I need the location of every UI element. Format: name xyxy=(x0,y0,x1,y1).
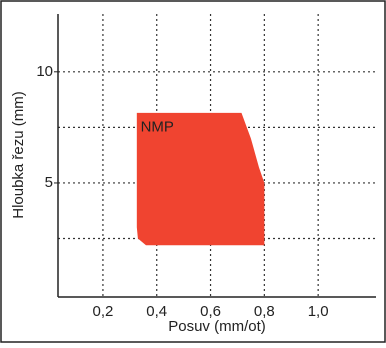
y-tick-label: 5 xyxy=(45,174,53,191)
y-axis-label: Hloubka řezu (mm) xyxy=(10,91,27,219)
x-tick-label: 0,8 xyxy=(254,303,275,320)
y-tick-label: 10 xyxy=(36,63,53,80)
region xyxy=(136,112,265,246)
x-tick-label: 0,2 xyxy=(92,303,113,320)
x-axis-label: Posuv (mm/ot) xyxy=(168,318,266,335)
region-label: NMP xyxy=(141,118,174,135)
x-tick-label: 0,6 xyxy=(200,303,221,320)
x-tick-label: 0,4 xyxy=(146,303,167,320)
x-tick-label: 1,0 xyxy=(308,303,329,320)
